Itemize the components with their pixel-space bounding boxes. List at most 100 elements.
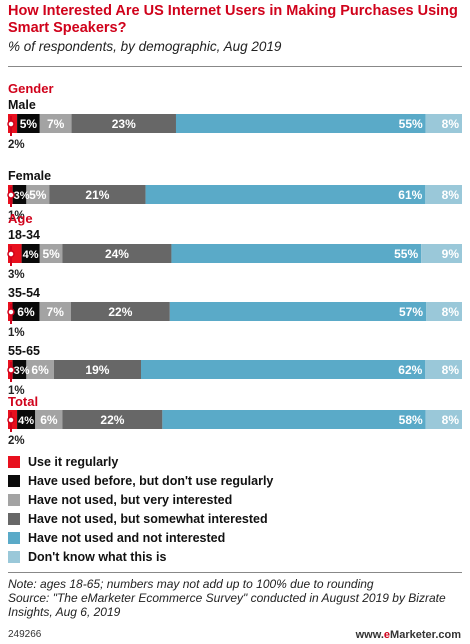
data-label: 58% (399, 413, 423, 427)
data-label: 22% (100, 413, 124, 427)
bar-segment (21, 244, 40, 263)
bar-segment (162, 410, 426, 429)
data-label: 5% (20, 117, 38, 131)
bar-segment (425, 185, 462, 204)
bar-segment (171, 244, 422, 263)
data-label: 22% (108, 305, 132, 319)
legend-swatch (8, 513, 20, 525)
row-label: Male (8, 98, 36, 112)
callout-dot (7, 416, 15, 424)
data-label: 2% (8, 435, 25, 447)
legend-label: Don't know what this is (28, 550, 167, 564)
legend-label: Have used before, but don't use regularl… (28, 474, 274, 488)
bar-segment (17, 114, 40, 133)
data-label: 9% (442, 247, 460, 261)
source-text: Source: "The eMarketer Ecommerce Survey"… (8, 591, 446, 619)
legend-swatch (8, 494, 20, 506)
bar-segment (39, 244, 63, 263)
note-text: Note: ages 18-65; numbers may not add up… (8, 577, 374, 591)
legend-item: Have not used, but very interested (8, 493, 388, 507)
data-label: 23% (112, 117, 136, 131)
data-label: 8% (442, 117, 460, 131)
callout-dot (7, 120, 15, 128)
data-label: 61% (398, 188, 422, 202)
data-label: 6% (31, 363, 49, 377)
bar-segment (70, 302, 170, 321)
bar-segment (421, 244, 462, 263)
data-label: 1% (8, 385, 25, 397)
bar-segment (17, 410, 36, 429)
legend-label: Have not used, but very interested (28, 493, 233, 507)
data-label: 3% (14, 190, 30, 202)
bar-segment (145, 185, 426, 204)
legend-item: Have not used, but somewhat interested (8, 512, 388, 526)
row-label: 18-34 (8, 228, 40, 242)
top-divider (8, 66, 462, 67)
bar-segment (49, 185, 146, 204)
bar-segment (425, 360, 462, 379)
data-label: 1% (8, 327, 25, 339)
row-label: 35-54 (8, 286, 40, 300)
data-label: 55% (399, 117, 423, 131)
data-label: 8% (442, 363, 460, 377)
legend-swatch (8, 475, 20, 487)
bar-segment (12, 360, 27, 379)
bar-segment (39, 114, 72, 133)
chart-notes: Note: ages 18-65; numbers may not add up… (8, 577, 463, 619)
data-label: 6% (17, 305, 35, 319)
callout-dot (7, 191, 15, 199)
data-label: 55% (394, 247, 418, 261)
bar-segment (12, 302, 40, 321)
data-label: 24% (105, 247, 129, 261)
bar-segment (140, 360, 426, 379)
bar-segment (175, 114, 426, 133)
legend-swatch (8, 532, 20, 544)
group-label: Gender (8, 81, 54, 96)
bar-segment (425, 114, 462, 133)
data-label: 6% (40, 413, 58, 427)
bar-segment (169, 302, 427, 321)
group-label: Age (8, 211, 33, 226)
legend-item: Have not used and not interested (8, 531, 388, 545)
bar-segment (425, 410, 462, 429)
data-label: 2% (8, 139, 25, 151)
legend-label: Use it regularly (28, 455, 119, 469)
data-label: 1% (8, 210, 25, 222)
row-label: 55-65 (8, 344, 40, 358)
bar-segment (26, 360, 54, 379)
data-label: 7% (47, 117, 65, 131)
legend-item: Don't know what this is (8, 550, 388, 564)
bar-segment (12, 185, 27, 204)
data-label: 8% (442, 413, 460, 427)
data-label: 7% (47, 305, 65, 319)
data-label: 19% (85, 363, 109, 377)
bar-segment (53, 360, 141, 379)
bar-segment (26, 185, 50, 204)
legend-item: Have used before, but don't use regularl… (8, 474, 388, 488)
brand-logo: www.eMarketer.com (355, 629, 461, 641)
row-label: Female (8, 169, 51, 183)
data-label: 8% (442, 188, 460, 202)
bottom-divider (8, 572, 462, 573)
data-label: 4% (18, 415, 34, 427)
legend-swatch (8, 456, 20, 468)
callout-dot (7, 250, 15, 258)
chart-subtitle: % of respondents, by demographic, Aug 20… (8, 39, 282, 54)
legend-label: Have not used and not interested (28, 531, 226, 545)
data-label: 57% (399, 305, 423, 319)
bar-segment (62, 244, 172, 263)
bar-segment (35, 410, 63, 429)
legend-swatch (8, 551, 20, 563)
legend-item: Use it regularly (8, 455, 388, 469)
data-label: 21% (85, 188, 109, 202)
bar-segment (62, 410, 163, 429)
data-label: 5% (29, 188, 47, 202)
chart-id: 249266 (8, 629, 42, 640)
bar-segment (39, 302, 71, 321)
group-label: Total (8, 394, 38, 409)
bar-segment (71, 114, 176, 133)
data-label: 62% (398, 363, 422, 377)
bar-segment (426, 302, 462, 321)
data-label: 3% (8, 269, 25, 281)
